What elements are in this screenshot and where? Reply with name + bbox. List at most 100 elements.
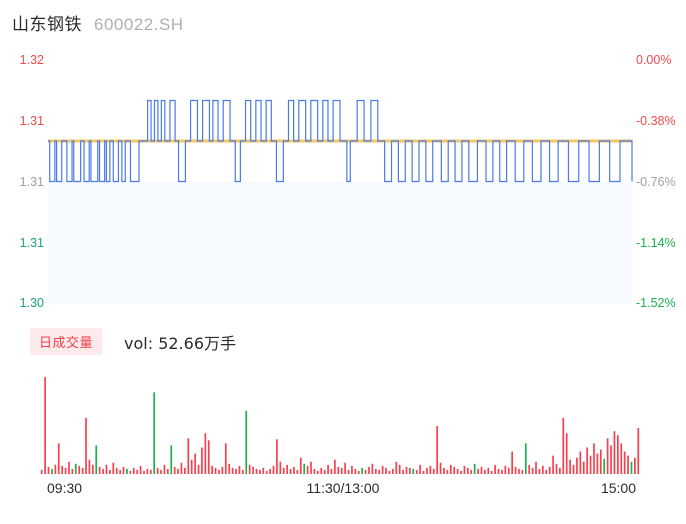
volume-bar: [344, 462, 346, 474]
price-axis-right-2: -0.76%: [636, 175, 676, 189]
volume-bar: [279, 461, 282, 474]
volume-bar: [231, 467, 234, 474]
volume-bar: [610, 445, 612, 474]
volume-bar: [371, 463, 374, 474]
volume-bar: [511, 451, 514, 474]
price-axis-left-1: 1.31: [19, 114, 44, 128]
volume-bar: [606, 438, 609, 474]
volume-bar: [296, 469, 299, 474]
volume-bar: [480, 466, 483, 474]
volume-bar: [146, 468, 149, 474]
volume-bar: [337, 466, 340, 474]
volume-bar: [357, 470, 360, 474]
volume-bar: [61, 465, 64, 474]
volume-bar: [616, 435, 619, 474]
volume-bar: [507, 467, 510, 474]
volume-bar: [634, 457, 636, 474]
volume-bar: [466, 467, 469, 474]
volume-bar: [562, 417, 565, 474]
volume-bar: [381, 465, 384, 474]
volume-bar: [613, 431, 616, 474]
price-chart-panel[interactable]: 1.32 1.31 1.31 1.31 1.30 0.00% -0.38% -0…: [0, 48, 686, 316]
volume-bar: [501, 469, 503, 474]
volume-bar: [572, 464, 575, 474]
volume-bar: [98, 466, 101, 474]
volume-bar: [340, 467, 343, 474]
volume-bar: [504, 465, 507, 474]
volume-bar: [276, 439, 278, 474]
volume-bar: [521, 469, 524, 474]
volume-bar: [586, 447, 589, 474]
volume-bar: [51, 468, 53, 474]
volume-bar: [54, 464, 57, 474]
volume-bar: [599, 449, 602, 474]
volume-bar: [405, 466, 408, 474]
price-axis-left-2: 1.31: [19, 175, 44, 189]
volume-bar: [422, 470, 425, 474]
volume-bar: [129, 470, 132, 474]
volume-bar: [313, 468, 316, 474]
volume-bar: [388, 470, 391, 474]
volume-bar: [228, 463, 231, 474]
volume-bar: [453, 466, 456, 474]
volume-bar: [429, 465, 432, 474]
volume-bar: [473, 463, 476, 474]
volume-header: 日成交量 vol: 52.66万手: [30, 328, 236, 355]
volume-bar: [446, 469, 449, 474]
volume-bar: [354, 468, 357, 474]
volume-bar: [409, 467, 411, 474]
volume-bar: [218, 469, 220, 474]
volume-bar: [197, 464, 200, 474]
volume-bar: [559, 467, 561, 474]
volume-bar: [347, 469, 350, 474]
volume-bar: [269, 468, 271, 474]
volume-bar: [412, 468, 415, 474]
volume-bars-svg: [40, 377, 640, 474]
volume-bar: [214, 467, 217, 474]
volume-chart-panel[interactable]: [40, 372, 640, 474]
volume-bar: [252, 466, 254, 474]
volume-bar: [265, 470, 268, 474]
time-axis: 09:30 11:30/13:00 15:00: [0, 480, 686, 502]
volume-bar: [282, 467, 285, 474]
time-tick-middle: 11:30/13:00: [306, 480, 380, 496]
volume-bar: [71, 468, 74, 474]
volume-bar: [105, 464, 108, 474]
volume-bar: [593, 443, 595, 474]
volume-bar: [47, 466, 50, 474]
volume-bar: [241, 469, 244, 474]
volume-bar: [514, 466, 517, 474]
volume-bar: [149, 469, 152, 474]
volume-value-text: vol: 52.66万手: [124, 333, 237, 353]
volume-bar: [286, 464, 289, 474]
volume-bar: [68, 461, 70, 474]
price-axis-right-1: -0.38%: [636, 114, 676, 128]
volume-bar: [487, 467, 490, 474]
price-plot-area[interactable]: [48, 60, 632, 303]
volume-bar: [330, 468, 333, 474]
time-tick-start: 09:30: [47, 480, 83, 496]
volume-bar: [207, 440, 210, 474]
volume-bar: [603, 458, 606, 474]
stock-name: 山东钢铁: [12, 15, 82, 35]
volume-bar: [518, 468, 520, 474]
volume-bar: [211, 465, 214, 474]
volume-bar: [623, 451, 626, 474]
volume-bar: [484, 469, 486, 474]
volume-bar: [173, 466, 176, 474]
volume-bar: [259, 469, 261, 474]
volume-bar: [262, 467, 265, 474]
volume-bar: [126, 468, 128, 474]
stock-code: 600022.SH: [94, 15, 184, 34]
volume-bar: [320, 467, 323, 474]
volume-bar: [327, 464, 329, 474]
volume-bar: [163, 464, 166, 474]
volume-bar: [538, 468, 541, 474]
volume-bar: [627, 455, 629, 474]
volume-bar: [579, 451, 582, 474]
volume-badge[interactable]: 日成交量: [30, 328, 103, 355]
volume-bar: [224, 443, 227, 474]
volume-bar: [40, 469, 43, 474]
volume-bar: [139, 465, 142, 474]
price-line-svg: [48, 60, 632, 303]
